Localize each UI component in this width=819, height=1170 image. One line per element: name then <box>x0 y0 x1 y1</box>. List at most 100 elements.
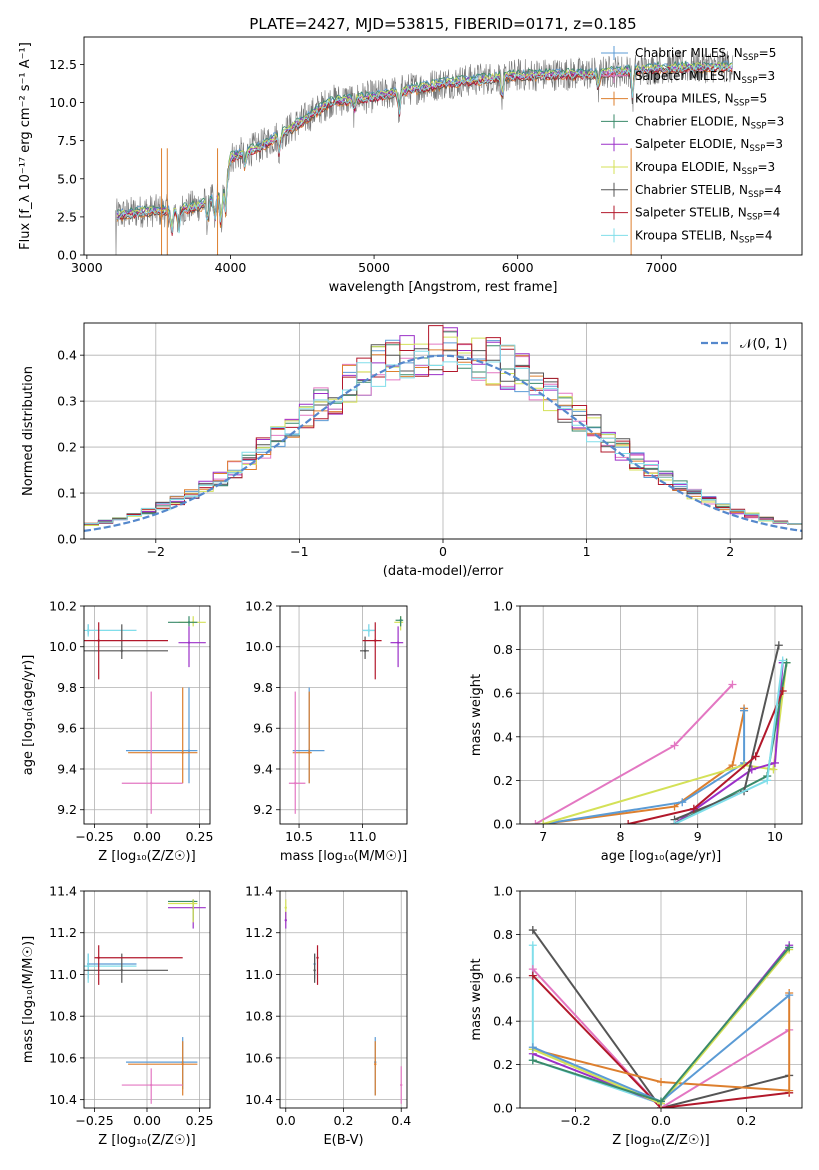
x-tick-label: 7000 <box>645 260 677 275</box>
data-point <box>87 629 90 632</box>
y-tick-label: 0.0 <box>493 1101 513 1116</box>
legend-label: Salpeter STELIB, NSSP=4 <box>635 206 780 223</box>
panel-weight-Z: −0.2 0.0 0.2 0.0 0.2 0.4 0.6 0.8 1.0 Z [log₁₀(Z/Z… <box>469 884 803 1148</box>
x-axis-label: (data-model)/error <box>383 564 504 579</box>
y-axis-label: Normed distribution <box>21 366 36 496</box>
weight-line <box>543 708 746 824</box>
legend-label: Kroupa ELODIE, NSSP=3 <box>635 160 775 177</box>
legend-suffix: =3 <box>757 160 775 174</box>
weight-marker <box>689 804 698 813</box>
x-axis-label: age [log₁₀(age/yr)] <box>601 849 722 864</box>
data-point <box>294 782 297 785</box>
data-point <box>367 629 371 632</box>
data-point <box>396 641 400 644</box>
y-tick-label: 11.2 <box>245 925 273 940</box>
weight-marker <box>774 641 783 650</box>
data-point <box>192 902 195 905</box>
data-point <box>150 782 153 785</box>
legend-suffix: =3 <box>765 137 783 151</box>
y-tick-label: 9.8 <box>57 680 77 695</box>
legend-sub: SSP <box>734 99 750 109</box>
x-tick-label: 0.00 <box>133 1113 161 1128</box>
weight-marker <box>763 776 772 785</box>
grid <box>520 890 802 1109</box>
data-point <box>374 1062 377 1066</box>
axes: −0.25 0.00 0.25 9.2 9.4 9.6 9.8 10.0 10.2 Z [log₁… <box>21 599 213 865</box>
weight-marker <box>785 991 794 1000</box>
data-point <box>187 641 191 644</box>
y-tick-label: 10.0 <box>245 639 273 654</box>
x-tick-label: 1 <box>583 544 591 559</box>
plot-area <box>531 641 791 824</box>
legend-label: Chabrier STELIB, NSSP=4 <box>635 183 782 200</box>
x-tick-label: −0.25 <box>75 1113 113 1128</box>
legend-sub: SSP <box>748 190 764 200</box>
legend-sub: SSP <box>739 235 755 245</box>
legend-text: Salpeter ELODIE, N <box>635 137 749 151</box>
legend-label: Chabrier MILES, NSSP=5 <box>635 46 776 63</box>
x-tick-label: 4000 <box>215 260 247 275</box>
x-axis-label: wavelength [Angstrom, rest frame] <box>329 280 558 295</box>
weight-line <box>543 710 746 824</box>
weight-marker <box>657 1097 665 1106</box>
y-axis-label: Flux [f_λ 10⁻¹⁷ erg cm⁻² s⁻¹ A⁻¹] <box>18 42 33 250</box>
weight-marker <box>531 820 540 824</box>
x-tick-label: 2 <box>726 544 734 559</box>
y-tick-label: 0.2 <box>57 440 77 455</box>
axes: −0.2 0.0 0.2 0.0 0.2 0.4 0.6 0.8 1.0 Z [log₁₀(Z/Z… <box>469 884 803 1148</box>
y-tick-label: 0.0 <box>57 532 77 547</box>
y-tick-label: 11.4 <box>245 884 273 899</box>
y-axis-label: mass weight <box>469 674 484 756</box>
x-tick-label: 0 <box>439 544 447 559</box>
weight-marker <box>785 943 794 952</box>
y-tick-label: 0.0 <box>57 248 77 263</box>
legend-text: Kroupa STELIB, N <box>635 228 739 242</box>
panel-mass-Z: −0.25 0.00 0.25 10.4 10.6 10.8 11.0 11.2 11.4 Z [… <box>21 884 213 1149</box>
weight-line <box>627 690 784 824</box>
y-tick-label: 9.4 <box>57 761 77 776</box>
legend-sub: SSP <box>742 76 758 86</box>
y-tick-label: 10.4 <box>245 1092 273 1107</box>
y-tick-label: 11.4 <box>49 884 77 899</box>
y-tick-label: 0.4 <box>493 1014 513 1029</box>
legend-sub: SSP <box>743 53 759 63</box>
data-point <box>187 749 191 752</box>
panel-residuals: −2 −1 0 1 2 0.0 0.1 0.2 0.3 0.4 (data-model)/error… <box>21 322 803 579</box>
weight-line <box>532 974 790 1108</box>
x-tick-label: 9 <box>694 829 702 844</box>
x-tick-label: 0.4 <box>391 1113 411 1128</box>
plot-area <box>284 899 403 1104</box>
legend-sub: SSP <box>749 144 765 154</box>
legend-text: Kroupa MILES, N <box>635 92 734 106</box>
x-axis-label: Z [log₁₀(Z/Z☉)] <box>98 849 195 864</box>
legend-suffix: =5 <box>750 92 768 106</box>
axes-frame <box>279 605 408 825</box>
legend-text: Kroupa ELODIE, N <box>635 160 742 174</box>
weight-marker <box>678 798 687 807</box>
data-point <box>284 919 287 922</box>
legend-suffix: =4 <box>764 183 782 197</box>
y-axis-label: mass [log₁₀(M/M☉)] <box>21 936 36 1063</box>
y-tick-label: 10.4 <box>49 1092 77 1107</box>
axes: −0.25 0.00 0.25 10.4 10.6 10.8 11.0 11.2 11.4 Z [… <box>21 884 213 1149</box>
weight-marker <box>657 1077 665 1086</box>
weight-marker <box>528 926 537 935</box>
data-point <box>399 619 402 622</box>
y-tick-label: 10.0 <box>49 639 77 654</box>
weight-marker <box>785 1086 794 1095</box>
y-tick-label: 0.4 <box>57 348 77 363</box>
data-point <box>374 639 377 642</box>
x-tick-label: 0.2 <box>737 1113 757 1128</box>
data-point <box>181 1062 184 1066</box>
data-point <box>97 956 100 959</box>
plot-area <box>288 616 404 814</box>
y-tick-label: 0.8 <box>493 927 513 942</box>
y-tick-label: 9.2 <box>57 802 77 817</box>
panel-weight-age: 7 8 9 10 0.0 0.2 0.4 0.6 0.8 1.0 age [log₁₀(age/yr… <box>469 599 803 864</box>
weight-marker <box>751 752 760 761</box>
residual-histogram <box>84 325 802 525</box>
chart-title: PLATE=2427, MJD=53815, FIBERID=0171, z=0… <box>249 15 636 33</box>
y-tick-label: 10.2 <box>49 599 77 614</box>
weight-marker <box>770 758 779 767</box>
